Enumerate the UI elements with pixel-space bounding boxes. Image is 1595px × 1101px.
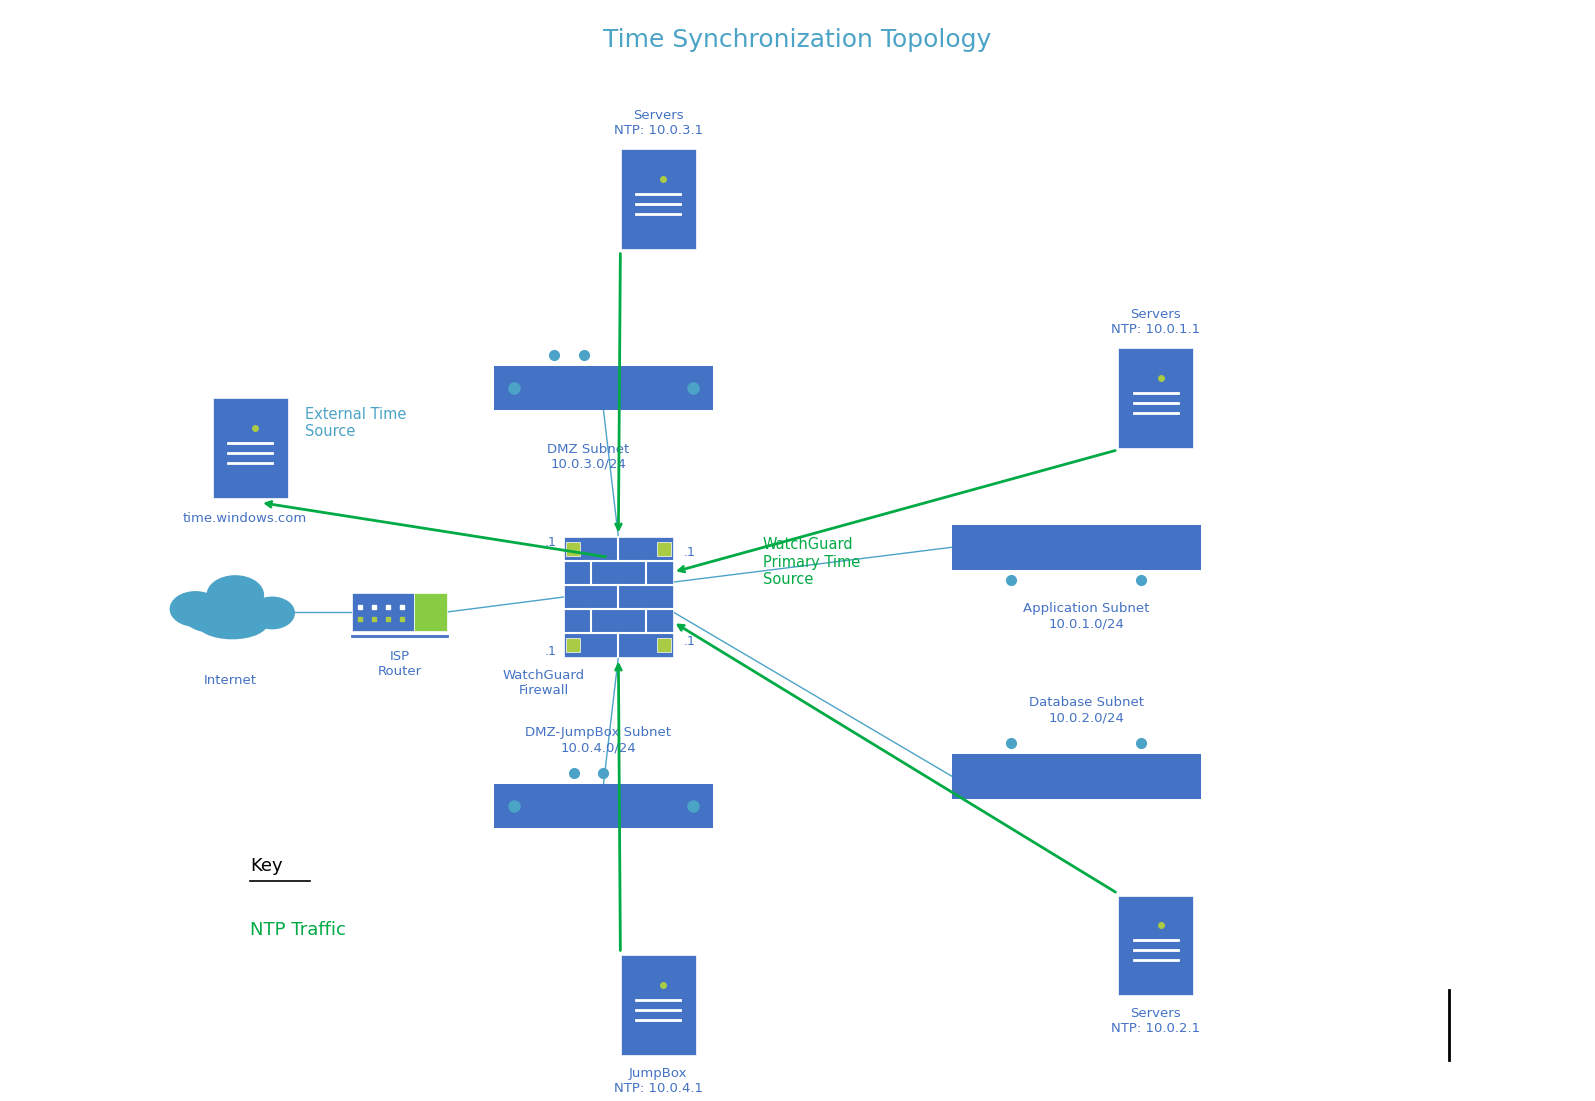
FancyBboxPatch shape [1118,348,1193,448]
FancyBboxPatch shape [952,525,1201,569]
Text: .1: .1 [684,546,695,559]
FancyBboxPatch shape [413,593,447,631]
Text: ISP
Router: ISP Router [378,650,421,678]
Text: Servers
NTP: 10.0.1.1: Servers NTP: 10.0.1.1 [1112,308,1201,336]
FancyBboxPatch shape [212,399,287,498]
Text: External Time
Source: External Time Source [305,406,407,439]
Text: JumpBox
NTP: 10.0.4.1: JumpBox NTP: 10.0.4.1 [614,1067,703,1094]
Text: Time Synchronization Topology: Time Synchronization Topology [603,28,992,52]
FancyBboxPatch shape [657,637,671,652]
FancyBboxPatch shape [352,593,413,631]
Text: Application Subnet
10.0.1.0/24: Application Subnet 10.0.1.0/24 [1022,602,1150,630]
Text: WatchGuard
Primary Time
Source: WatchGuard Primary Time Source [762,537,860,587]
Text: .1: .1 [545,536,557,548]
FancyBboxPatch shape [494,366,713,411]
Ellipse shape [196,607,268,640]
Text: time.windows.com: time.windows.com [183,512,308,525]
FancyBboxPatch shape [494,784,713,828]
Text: .1: .1 [545,645,557,658]
Text: Key: Key [250,857,282,874]
Ellipse shape [206,575,265,615]
Ellipse shape [182,597,242,633]
FancyBboxPatch shape [566,637,579,652]
FancyBboxPatch shape [563,537,673,657]
FancyBboxPatch shape [952,754,1201,798]
Text: Database Subnet
10.0.2.0/24: Database Subnet 10.0.2.0/24 [1029,697,1144,724]
Text: .1: .1 [684,635,695,648]
Text: DMZ Subnet
10.0.3.0/24: DMZ Subnet 10.0.3.0/24 [547,443,630,471]
Text: Internet: Internet [204,674,257,687]
Text: NTP Traffic: NTP Traffic [250,922,346,939]
FancyBboxPatch shape [620,150,695,249]
Ellipse shape [169,591,222,626]
FancyBboxPatch shape [620,956,695,1055]
Text: Servers
NTP: 10.0.2.1: Servers NTP: 10.0.2.1 [1112,1007,1201,1035]
Ellipse shape [249,597,295,630]
Text: WatchGuard
Firewall: WatchGuard Firewall [502,668,585,697]
FancyBboxPatch shape [657,543,671,556]
FancyBboxPatch shape [1118,895,1193,995]
Text: DMZ-JumpBox Subnet
10.0.4.0/24: DMZ-JumpBox Subnet 10.0.4.0/24 [525,727,671,754]
Text: Servers
NTP: 10.0.3.1: Servers NTP: 10.0.3.1 [614,109,703,138]
FancyBboxPatch shape [566,543,579,556]
